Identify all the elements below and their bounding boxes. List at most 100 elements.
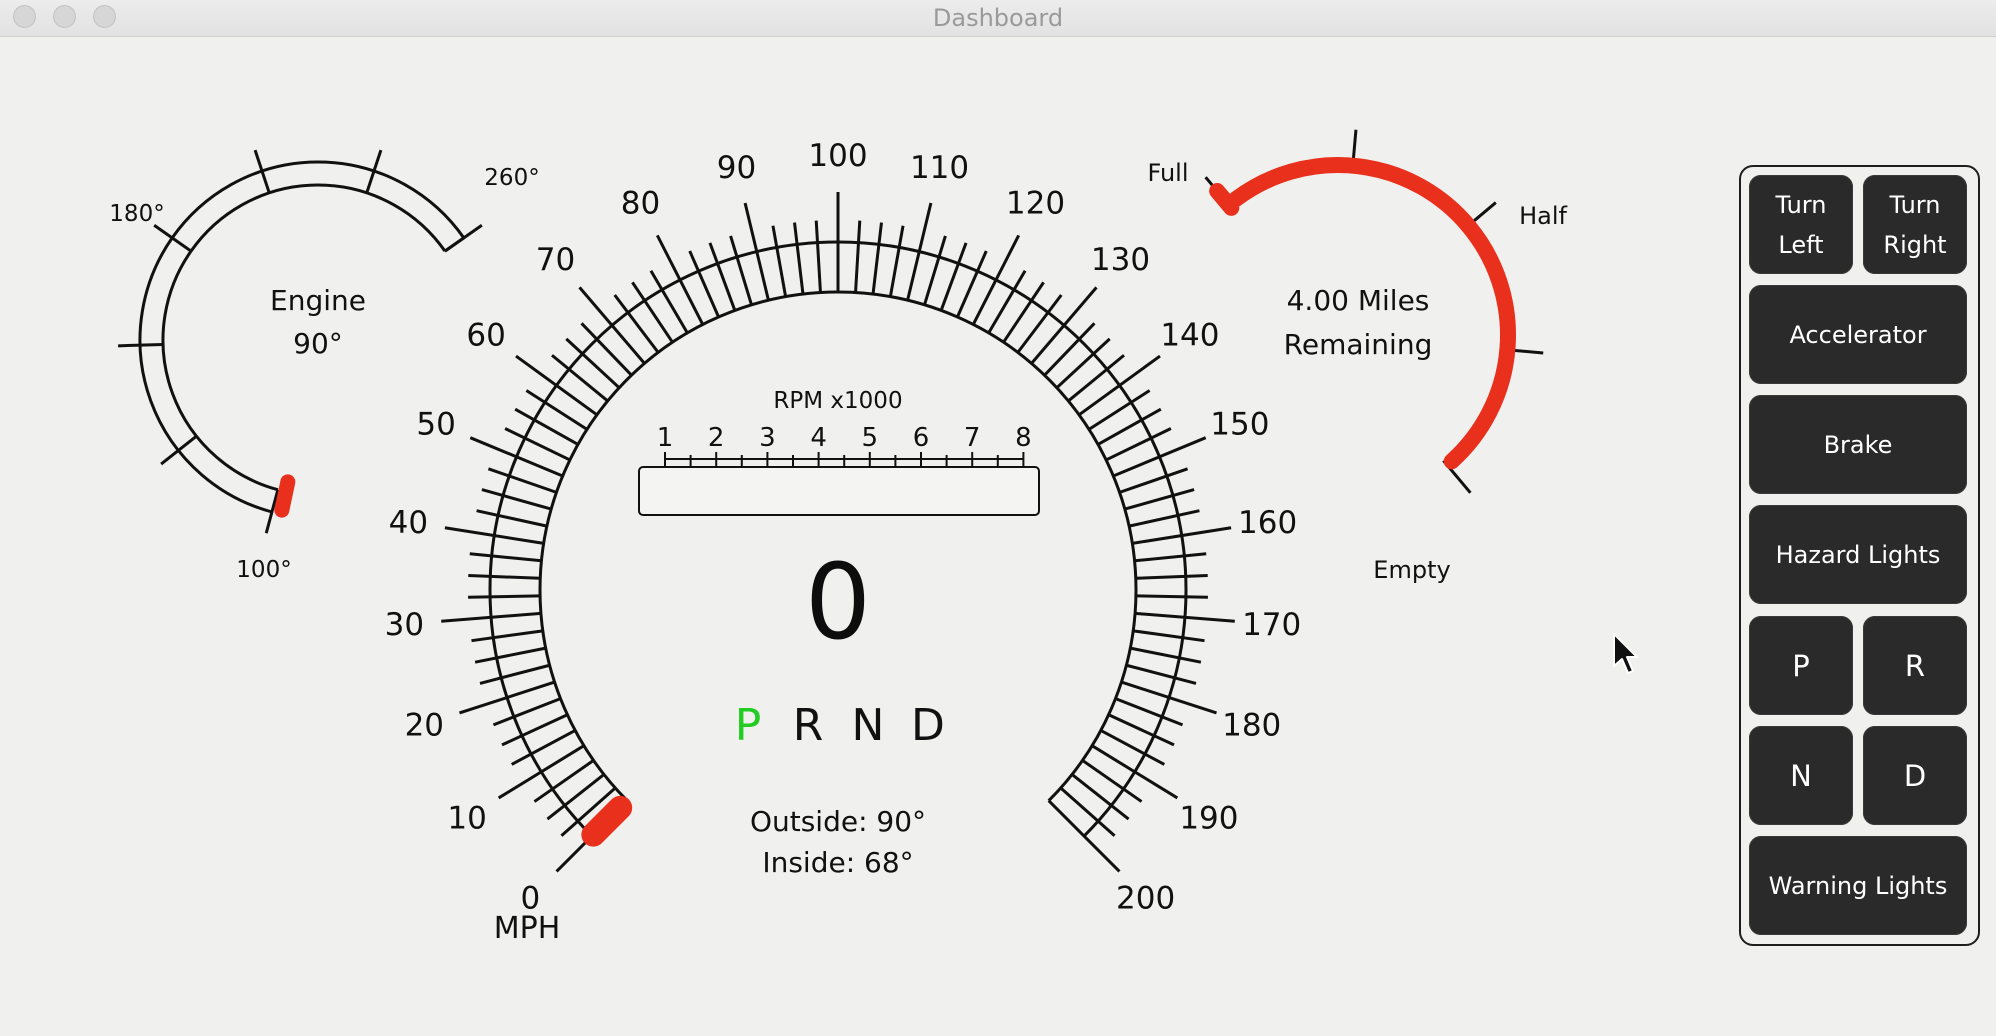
speed-unit-label: MPH	[494, 911, 561, 946]
close-window-button[interactable]	[13, 5, 36, 28]
speed-tick-label: 150	[1210, 407, 1269, 443]
gear-indicator-d: D	[911, 700, 945, 751]
speed-minor-tick	[987, 270, 1027, 334]
speed-minor-tick	[1132, 629, 1205, 643]
speed-minor-tick	[560, 786, 617, 837]
speed-minor-tick	[1124, 488, 1195, 511]
speed-minor-tick	[1107, 713, 1175, 747]
speed-minor-tick	[1067, 354, 1125, 403]
speed-minor-tick	[1016, 294, 1063, 354]
rpm-tick-label: 1	[657, 423, 674, 453]
speed-minor-tick	[649, 270, 689, 334]
speed-major-tick	[1134, 611, 1235, 623]
rpm-tick-label: 6	[913, 423, 930, 453]
speed-minor-tick	[1135, 594, 1208, 599]
rpm-tick-label: 2	[708, 423, 725, 453]
rpm-scale: 1 2 3 4 5 6 7 8	[657, 423, 1032, 466]
rpm-tick-label: 5	[862, 423, 879, 453]
rpm-tick-label: 7	[964, 423, 981, 453]
engine-tick	[365, 149, 383, 194]
fuel-needle	[1209, 182, 1240, 216]
speed-major-tick	[441, 611, 542, 623]
engine-tick-100-label: 100°	[236, 557, 291, 583]
speed-minor-tick	[793, 222, 805, 295]
speed-tick-label: 70	[536, 242, 575, 278]
speed-minor-tick	[510, 729, 576, 766]
speed-tick-label: 140	[1160, 317, 1219, 353]
speed-minor-tick	[514, 407, 579, 446]
speed-minor-tick	[688, 250, 720, 318]
speed-minor-tick	[1071, 773, 1130, 821]
speed-tick-label: 30	[385, 607, 424, 643]
speed-minor-tick	[479, 663, 551, 685]
speed-minor-tick	[613, 294, 660, 354]
gear-indicator-r: R	[793, 700, 824, 751]
speed-major-tick	[971, 234, 1021, 326]
title-bar: Dashboard	[0, 0, 1996, 37]
turn-left-button[interactable]: Turn Left	[1749, 175, 1853, 274]
speed-inner-arc	[538, 290, 1138, 802]
speed-minor-tick	[1088, 389, 1151, 431]
speed-minor-tick	[1059, 786, 1116, 837]
gear-r-button[interactable]: R	[1863, 616, 1967, 715]
speed-minor-tick	[481, 488, 552, 511]
speed-minor-tick	[1135, 573, 1208, 580]
engine-inner-arc	[161, 183, 447, 492]
brake-button[interactable]: Brake	[1749, 395, 1967, 494]
fuel-level-bar	[1227, 157, 1516, 470]
speed-tick-label: 90	[717, 150, 756, 186]
engine-tick	[118, 343, 164, 348]
engine-label: Engine	[270, 284, 366, 317]
turn-right-button[interactable]: Turn Right	[1863, 175, 1967, 274]
rpm-tick-label: 8	[1015, 423, 1032, 453]
speed-major-tick	[655, 234, 705, 326]
inside-temperature: Inside: 68°	[762, 846, 913, 879]
window-title: Dashboard	[932, 4, 1064, 32]
speed-minor-tick	[1002, 281, 1045, 344]
speed-tick-label: 50	[416, 407, 455, 443]
speed-minor-tick	[580, 322, 633, 377]
warning-lights-button[interactable]: Warning Lights	[1749, 836, 1967, 935]
speed-major-tick	[1120, 680, 1217, 715]
engine-tick	[253, 149, 271, 194]
mouse-pointer-icon	[1613, 633, 1638, 674]
speed-outer-arc	[488, 240, 1188, 838]
speed-minor-tick	[468, 594, 541, 599]
minimize-window-button[interactable]	[53, 5, 76, 28]
speed-minor-tick	[1043, 322, 1096, 377]
speed-minor-tick	[504, 427, 571, 462]
speed-minor-tick	[565, 337, 621, 389]
accelerator-button[interactable]: Accelerator	[1749, 285, 1967, 384]
speed-minor-tick	[708, 242, 737, 311]
speed-major-tick	[497, 744, 585, 800]
speed-major-tick	[1078, 354, 1161, 417]
speed-minor-tick	[487, 467, 557, 494]
engine-needle	[274, 474, 296, 518]
zoom-window-button[interactable]	[93, 5, 116, 28]
gear-n-button[interactable]: N	[1749, 726, 1853, 825]
speed-minor-tick	[533, 759, 595, 803]
rpm-bar	[638, 466, 1040, 516]
speed-tick-label: 120	[1006, 185, 1065, 221]
speed-minor-tick	[631, 281, 674, 344]
speed-tick-label: 40	[389, 505, 428, 541]
speed-minor-tick	[1097, 407, 1162, 446]
engine-tick-180-label: 180°	[109, 201, 164, 227]
engine-gauge	[118, 149, 483, 534]
engine-temperature-value: 90°	[293, 327, 343, 360]
gear-indicator-p: P	[735, 700, 762, 751]
gear-d-button[interactable]: D	[1863, 726, 1967, 825]
hazard-lights-button[interactable]: Hazard Lights	[1749, 505, 1967, 604]
speed-major-tick	[906, 202, 933, 301]
speed-minor-tick	[1114, 697, 1184, 727]
speed-tick-label: 20	[405, 707, 444, 743]
speed-major-tick	[743, 202, 770, 301]
engine-tick	[264, 489, 280, 534]
speed-major-tick	[515, 354, 598, 417]
speed-tick-label: 170	[1242, 607, 1301, 643]
gear-p-button[interactable]: P	[1749, 616, 1853, 715]
speed-minor-tick	[468, 573, 541, 580]
speed-minor-tick	[939, 242, 968, 311]
